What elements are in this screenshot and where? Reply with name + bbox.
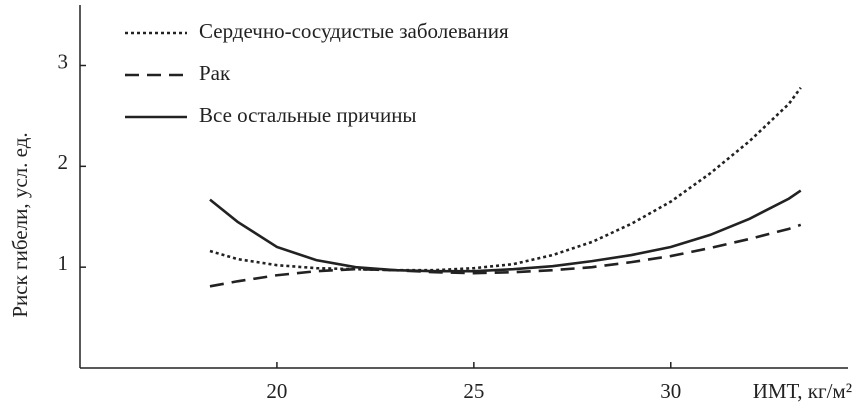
series-line xyxy=(209,86,802,272)
x-axis-label: ИМТ, кг/м² xyxy=(753,379,852,403)
series-line xyxy=(209,223,802,288)
y-tick-label: 2 xyxy=(58,150,69,174)
x-tick-label: 30 xyxy=(660,379,681,403)
legend-label: Сердечно-сосудистые заболевания xyxy=(199,19,509,43)
legend-label: Рак xyxy=(199,61,231,85)
x-tick-label: 20 xyxy=(266,379,287,403)
y-tick-label: 3 xyxy=(58,49,69,73)
legend-label: Все остальные причины xyxy=(199,103,417,127)
y-tick-label: 1 xyxy=(58,251,69,275)
series-line xyxy=(209,189,802,273)
y-axis-label: Риск гибели, усл. ед. xyxy=(8,132,32,317)
x-tick-label: 25 xyxy=(463,379,484,403)
